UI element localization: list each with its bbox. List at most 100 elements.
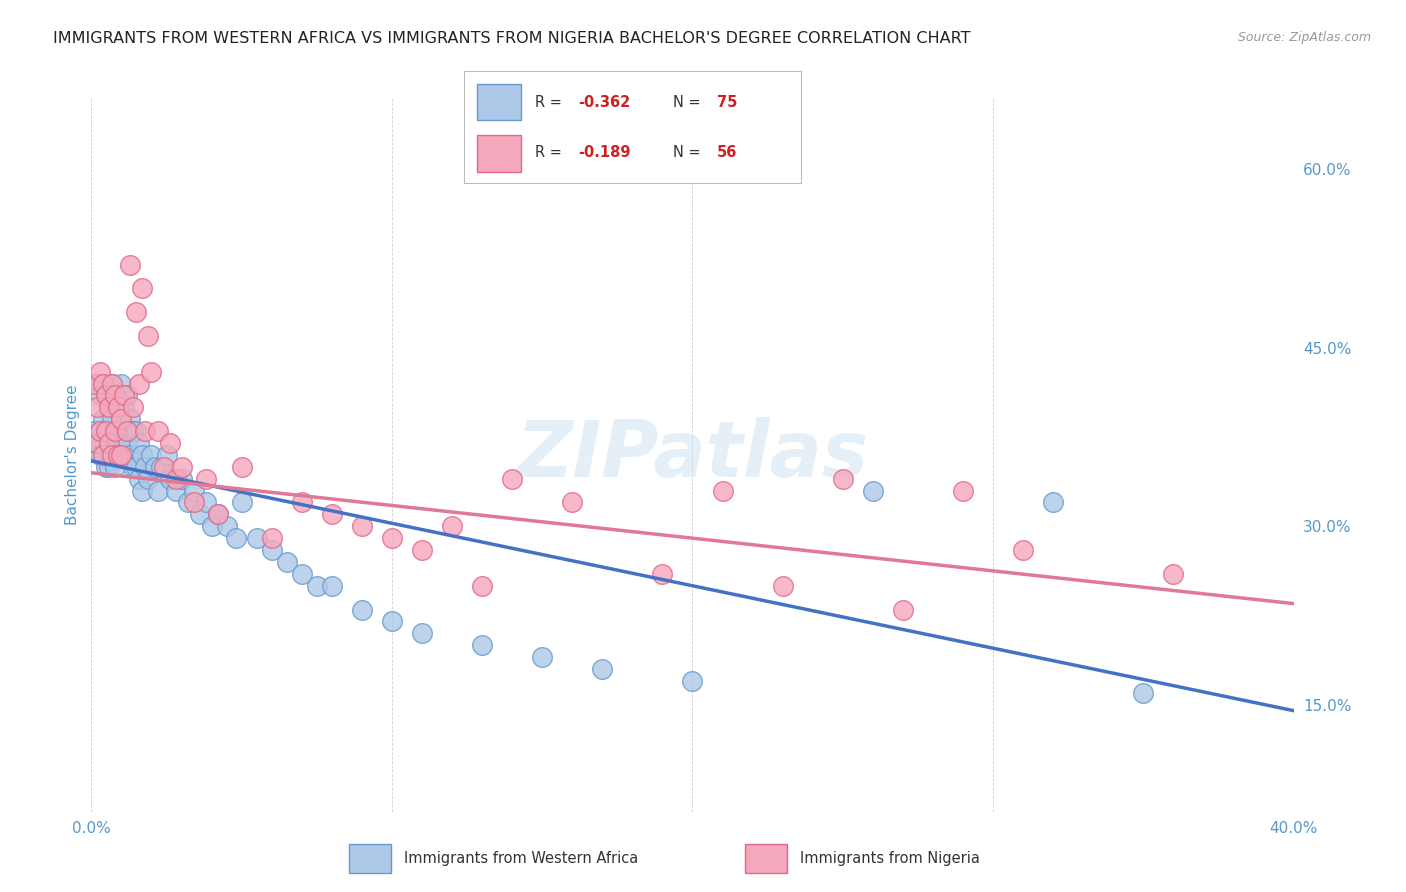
Point: [114, 401, 136, 415]
Point: [128, 376, 150, 391]
Point: [260, 531, 283, 545]
Point: [96, 459, 118, 474]
Point: [170, 472, 193, 486]
Point: [891, 602, 914, 616]
Point: [101, 448, 124, 462]
Point: [120, 258, 142, 272]
Point: [86, 376, 108, 391]
Point: [83, 424, 105, 438]
Point: [93, 376, 115, 391]
Point: [125, 459, 148, 474]
Point: [350, 602, 373, 616]
Point: [188, 508, 211, 522]
Y-axis label: Bachelor's Degree: Bachelor's Degree: [65, 384, 80, 525]
Point: [471, 638, 494, 652]
Point: [89, 424, 111, 438]
Text: Source: ZipAtlas.com: Source: ZipAtlas.com: [1237, 31, 1371, 45]
Point: [159, 436, 181, 450]
Point: [321, 508, 343, 522]
Text: -0.362: -0.362: [579, 95, 631, 110]
Point: [101, 448, 124, 462]
Point: [152, 459, 174, 474]
Text: N =: N =: [673, 145, 706, 160]
Point: [501, 472, 523, 486]
Point: [231, 459, 253, 474]
Point: [110, 448, 132, 462]
Point: [291, 566, 314, 581]
Point: [96, 424, 118, 438]
Point: [651, 566, 673, 581]
Point: [276, 555, 298, 569]
Point: [110, 448, 132, 462]
Point: [831, 472, 853, 486]
Point: [122, 459, 145, 474]
Point: [711, 483, 734, 498]
Point: [110, 412, 132, 426]
Point: [159, 472, 181, 486]
Point: [183, 483, 205, 498]
Point: [471, 579, 494, 593]
Bar: [745, 844, 787, 873]
Point: [194, 472, 217, 486]
Point: [155, 448, 177, 462]
Point: [411, 543, 433, 558]
Point: [98, 436, 121, 450]
Text: IMMIGRANTS FROM WESTERN AFRICA VS IMMIGRANTS FROM NIGERIA BACHELOR'S DEGREE CORR: IMMIGRANTS FROM WESTERN AFRICA VS IMMIGR…: [53, 31, 972, 46]
Point: [101, 376, 124, 391]
Point: [114, 388, 136, 402]
Point: [591, 662, 613, 676]
Point: [93, 412, 115, 426]
Point: [350, 519, 373, 533]
Text: N =: N =: [673, 95, 706, 110]
Point: [107, 448, 129, 462]
Point: [225, 531, 247, 545]
Point: [98, 401, 121, 415]
Point: [125, 305, 148, 319]
Point: [104, 424, 127, 438]
Point: [138, 329, 160, 343]
Point: [381, 615, 404, 629]
Text: R =: R =: [534, 95, 567, 110]
Text: 56: 56: [717, 145, 737, 160]
Point: [305, 579, 328, 593]
Point: [1042, 495, 1064, 509]
Point: [89, 448, 111, 462]
Point: [107, 401, 129, 415]
Point: [772, 579, 794, 593]
Text: R =: R =: [534, 145, 567, 160]
Point: [93, 448, 115, 462]
Point: [98, 401, 121, 415]
Point: [122, 424, 145, 438]
Bar: [478, 84, 522, 120]
Text: ZIPatlas: ZIPatlas: [516, 417, 869, 493]
Point: [194, 495, 217, 509]
Point: [86, 401, 108, 415]
Point: [231, 495, 253, 509]
Point: [120, 448, 142, 462]
Point: [1012, 543, 1035, 558]
Point: [117, 436, 139, 450]
Point: [207, 508, 229, 522]
Point: [104, 424, 127, 438]
Point: [98, 436, 121, 450]
Point: [561, 495, 583, 509]
Point: [862, 483, 884, 498]
Point: [134, 424, 156, 438]
Text: 75: 75: [717, 95, 737, 110]
Point: [146, 424, 169, 438]
Point: [321, 579, 343, 593]
Point: [246, 531, 269, 545]
Point: [681, 673, 703, 688]
Point: [128, 436, 150, 450]
Point: [117, 424, 139, 438]
Point: [93, 376, 115, 391]
Point: [381, 531, 404, 545]
Point: [110, 376, 132, 391]
Point: [128, 472, 150, 486]
Point: [201, 519, 224, 533]
Point: [114, 436, 136, 450]
Point: [183, 495, 205, 509]
Text: Immigrants from Nigeria: Immigrants from Nigeria: [800, 851, 980, 866]
Point: [1132, 686, 1154, 700]
Point: [96, 388, 118, 402]
